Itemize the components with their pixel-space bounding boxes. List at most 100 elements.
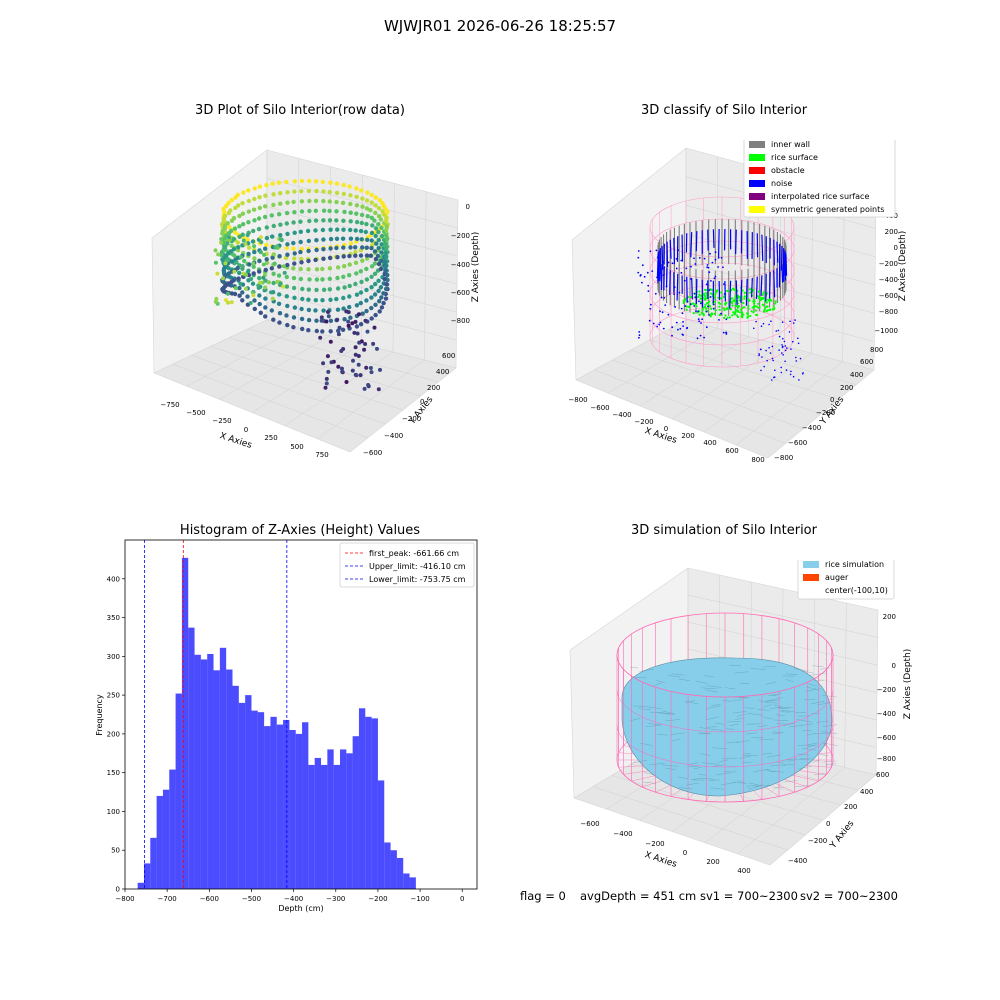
raw-point — [251, 207, 257, 212]
raw-point — [240, 298, 245, 303]
raw-point — [369, 245, 374, 251]
raw-point — [284, 313, 289, 318]
histogram-bar — [333, 764, 340, 889]
rice-surface-point — [734, 311, 737, 315]
noise-point — [765, 349, 767, 352]
raw-point — [251, 261, 256, 266]
noise-point — [689, 303, 692, 306]
noise-point — [792, 322, 795, 324]
rice-mesh-edge — [720, 782, 736, 786]
raw-point — [372, 261, 378, 266]
raw-point — [292, 230, 297, 235]
histogram-y-ticks: 0 50 100 150 200 250 300 350 400 — [107, 575, 125, 894]
rice-mesh-edge — [786, 673, 798, 676]
raw-gridlines — [172, 158, 458, 440]
noise-point — [706, 266, 709, 268]
noise-point — [781, 344, 783, 346]
noise-point — [696, 337, 699, 340]
classify-x-tick: −600 — [590, 404, 609, 412]
raw-point — [313, 218, 319, 223]
rice-surface-point — [732, 288, 735, 291]
rice-mesh-edge — [726, 741, 739, 744]
noise-point — [667, 261, 670, 264]
rice-surface-point — [738, 311, 742, 314]
gridline — [592, 786, 788, 851]
rice-mesh-edge — [639, 669, 654, 672]
raw-point — [257, 301, 262, 307]
raw-point — [291, 240, 296, 246]
raw-point — [285, 252, 290, 257]
raw-x-tick-labels: −750 −500 −250 0 250 500 750 — [160, 401, 328, 459]
classify-z-tick: −800 — [879, 308, 898, 316]
raw-point — [246, 220, 251, 225]
noise-point — [705, 283, 708, 286]
histogram-bar — [200, 659, 208, 889]
rice-mesh-edge — [665, 719, 681, 721]
classify-x-tick-labels: −800 −600 −400 −200 0 200 400 600 800 — [568, 396, 764, 464]
raw-point — [383, 245, 389, 251]
histogram-bar — [396, 857, 404, 889]
raw-point — [237, 224, 242, 229]
noise-point — [677, 249, 680, 251]
histogram-y-tick-label: 50 — [111, 847, 120, 855]
raw-point — [277, 320, 282, 325]
histogram-bar — [283, 719, 290, 889]
rice-surface-point — [733, 298, 736, 301]
rice-mesh-edge — [684, 700, 698, 705]
rice-mesh-edge — [712, 729, 724, 731]
raw-point — [247, 262, 252, 267]
raw-point — [264, 257, 269, 262]
rice-mesh-edge — [821, 731, 838, 734]
raw-point — [347, 253, 352, 259]
classify-y-tick: 800 — [870, 346, 883, 354]
raw-point — [278, 233, 283, 238]
raw-point — [219, 253, 224, 258]
raw-point — [342, 209, 347, 215]
histogram-bar — [308, 764, 315, 889]
raw-point — [259, 240, 264, 245]
raw-point — [379, 295, 384, 300]
noise-point — [769, 352, 772, 354]
raw-point — [258, 310, 263, 315]
raw-point — [223, 261, 228, 266]
noise-point — [700, 302, 702, 305]
raw-point — [262, 252, 267, 257]
raw-point — [381, 300, 386, 306]
rice-mesh-edge — [802, 748, 816, 751]
raw-point — [365, 329, 370, 334]
rice-mesh-edge — [685, 700, 696, 704]
histogram-bar — [390, 850, 397, 889]
noise-point — [703, 257, 706, 260]
raw-x-tick: −500 — [186, 409, 205, 417]
rice-mesh-edge — [746, 723, 761, 725]
raw-point — [353, 228, 358, 233]
simulation-y-tick-labels: −400 −200 0 200 400 600 — [788, 771, 889, 865]
raw-point — [321, 361, 326, 366]
rice-mesh-edge — [734, 717, 745, 720]
raw-point — [264, 182, 269, 188]
rice-surface-point — [768, 299, 771, 303]
raw-point — [328, 339, 333, 344]
raw-point — [381, 212, 387, 217]
rice-surface-point — [758, 306, 761, 309]
noise-point — [705, 310, 708, 313]
raw-point — [359, 212, 365, 218]
rice-mesh-edge — [728, 664, 741, 666]
raw-point — [373, 312, 378, 318]
raw-point — [328, 318, 334, 323]
noise-point — [686, 300, 689, 303]
rice-mesh-edge — [705, 689, 718, 693]
rice-surface-point — [702, 312, 705, 315]
rice-mesh-edge — [773, 719, 789, 721]
noise-points — [673, 237, 676, 265]
raw-point — [300, 296, 305, 302]
rice-mesh-edge — [812, 665, 824, 667]
raw-point — [327, 276, 332, 281]
classify-y-tick: −400 — [802, 424, 821, 432]
rice-mesh-edge — [740, 682, 750, 684]
histogram-y-tick-label: 100 — [107, 808, 120, 816]
histogram-bar — [162, 789, 170, 889]
raw-point — [271, 317, 276, 322]
classify-z-tick: −1000 — [874, 327, 898, 335]
rice-mesh-edge — [677, 776, 688, 779]
